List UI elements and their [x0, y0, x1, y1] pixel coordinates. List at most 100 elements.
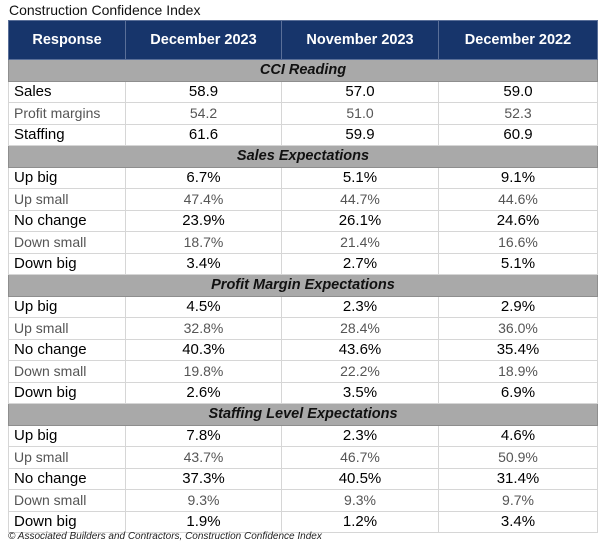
table-row: Down small 19.8% 22.2% 18.9% [8, 360, 598, 383]
row-label: Down small [8, 360, 126, 383]
table-cell: 32.8% [125, 317, 282, 340]
table-cell: 44.7% [281, 188, 439, 211]
table-row: Up small 47.4% 44.7% 44.6% [8, 188, 598, 211]
table-cell: 1.2% [281, 510, 439, 533]
row-label: Profit margins [8, 102, 126, 125]
row-label: Up small [8, 317, 126, 340]
table-cell: 9.3% [125, 489, 282, 512]
table-cell: 31.4% [438, 467, 598, 490]
table-cell: 22.2% [281, 360, 439, 383]
table-row: Up small 43.7% 46.7% 50.9% [8, 446, 598, 469]
table-row: No change 23.9% 26.1% 24.6% [8, 209, 598, 232]
table-cell: 21.4% [281, 231, 439, 254]
table-cell: 26.1% [281, 209, 439, 232]
row-label: Down big [8, 381, 126, 404]
table-cell: 37.3% [125, 467, 282, 490]
table-cell: 59.9 [281, 123, 439, 146]
table-cell: 5.1% [281, 166, 439, 189]
table-cell: 6.7% [125, 166, 282, 189]
table-cell: 5.1% [438, 252, 598, 275]
table-cell: 46.7% [281, 446, 439, 469]
table-row: Profit margins 54.2 51.0 52.3 [8, 102, 598, 125]
table-cell: 23.9% [125, 209, 282, 232]
header-row: Response December 2023 November 2023 Dec… [8, 20, 598, 60]
table-cell: 24.6% [438, 209, 598, 232]
table-row: No change 37.3% 40.5% 31.4% [8, 467, 598, 490]
table-cell: 40.5% [281, 467, 439, 490]
section-row: CCI Reading [8, 59, 598, 82]
table-cell: 1.9% [125, 510, 282, 533]
table-row: Down small 18.7% 21.4% 16.6% [8, 231, 598, 254]
table-cell: 18.7% [125, 231, 282, 254]
table-cell: 2.3% [281, 295, 439, 318]
row-label: Staffing [8, 123, 126, 146]
section-row: Profit Margin Expectations [8, 274, 598, 297]
row-label: Up small [8, 188, 126, 211]
column-header: December 2022 [438, 20, 598, 60]
table-cell: 6.9% [438, 381, 598, 404]
table-row: Up big 4.5% 2.3% 2.9% [8, 295, 598, 318]
section-row: Staffing Level Expectations [8, 403, 598, 426]
table-row: No change 40.3% 43.6% 35.4% [8, 338, 598, 361]
column-header: November 2023 [281, 20, 439, 60]
table-cell: 57.0 [281, 80, 439, 103]
table-row: Down big 3.4% 2.7% 5.1% [8, 252, 598, 275]
table-cell: 2.6% [125, 381, 282, 404]
row-label: Down big [8, 252, 126, 275]
table-cell: 3.4% [125, 252, 282, 275]
table-cell: 3.5% [281, 381, 439, 404]
table-title: Construction Confidence Index [9, 2, 201, 18]
row-label: Down small [8, 489, 126, 512]
table-row: Down small 9.3% 9.3% 9.7% [8, 489, 598, 512]
table-row: Up big 6.7% 5.1% 9.1% [8, 166, 598, 189]
table-row: Up big 7.8% 2.3% 4.6% [8, 424, 598, 447]
section-label: Profit Margin Expectations [8, 274, 598, 297]
table-cell: 16.6% [438, 231, 598, 254]
table-cell: 18.9% [438, 360, 598, 383]
table-cell: 54.2 [125, 102, 282, 125]
table-cell: 36.0% [438, 317, 598, 340]
column-header: Response [8, 20, 126, 60]
section-label: Staffing Level Expectations [8, 403, 598, 426]
row-label: No change [8, 338, 126, 361]
table-cell: 51.0 [281, 102, 439, 125]
row-label: Down small [8, 231, 126, 254]
row-label: Up small [8, 446, 126, 469]
table-cell: 2.9% [438, 295, 598, 318]
table-cell: 4.5% [125, 295, 282, 318]
table-row: Down big 1.9% 1.2% 3.4% [8, 510, 598, 533]
table-cell: 61.6 [125, 123, 282, 146]
row-label: Up big [8, 295, 126, 318]
table-row: Down big 2.6% 3.5% 6.9% [8, 381, 598, 404]
table-cell: 3.4% [438, 510, 598, 533]
table-cell: 4.6% [438, 424, 598, 447]
section-label: CCI Reading [8, 59, 598, 82]
section-label: Sales Expectations [8, 145, 598, 168]
table-cell: 47.4% [125, 188, 282, 211]
table-cell: 7.8% [125, 424, 282, 447]
row-label: Sales [8, 80, 126, 103]
row-label: No change [8, 209, 126, 232]
table-cell: 9.7% [438, 489, 598, 512]
column-header: December 2023 [125, 20, 282, 60]
cci-table: Response December 2023 November 2023 Dec… [8, 20, 598, 533]
table-cell: 52.3 [438, 102, 598, 125]
table-row: Sales 58.9 57.0 59.0 [8, 80, 598, 103]
table-row: Up small 32.8% 28.4% 36.0% [8, 317, 598, 340]
table-cell: 60.9 [438, 123, 598, 146]
table-cell: 43.7% [125, 446, 282, 469]
table-cell: 50.9% [438, 446, 598, 469]
row-label: Down big [8, 510, 126, 533]
copyright-footer: © Associated Builders and Contractors, C… [8, 531, 322, 542]
table-cell: 28.4% [281, 317, 439, 340]
table-cell: 9.1% [438, 166, 598, 189]
table-row: Staffing 61.6 59.9 60.9 [8, 123, 598, 146]
table-cell: 40.3% [125, 338, 282, 361]
table-cell: 44.6% [438, 188, 598, 211]
row-label: Up big [8, 424, 126, 447]
table-cell: 43.6% [281, 338, 439, 361]
table-cell: 9.3% [281, 489, 439, 512]
section-row: Sales Expectations [8, 145, 598, 168]
table-cell: 19.8% [125, 360, 282, 383]
table-cell: 35.4% [438, 338, 598, 361]
